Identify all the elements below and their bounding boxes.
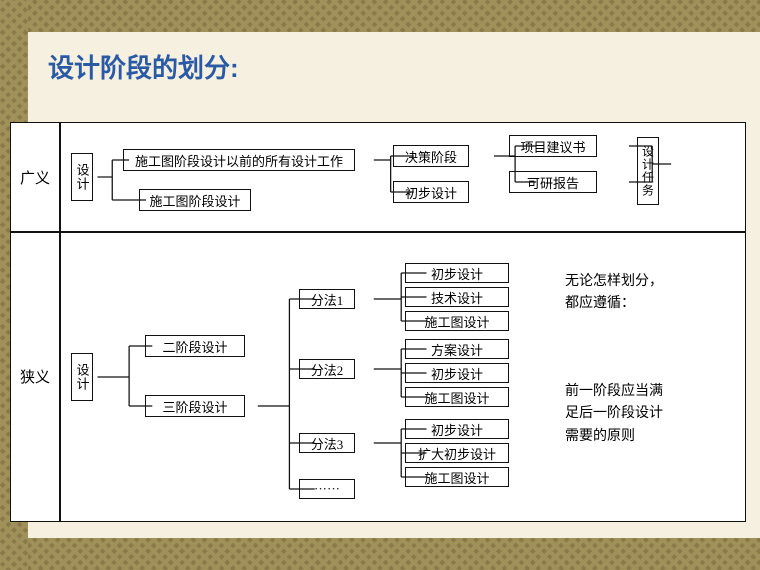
broad-b1: 施工图阶段设计以前的所有设计工作: [123, 149, 355, 171]
narrow-three: 三阶段设计: [145, 395, 245, 417]
note-1: 无论怎样划分，都应遵循：: [565, 271, 665, 316]
broad-out2: 可研报告: [509, 171, 597, 193]
diagram-frame: 广义 狭义 设计 施工图阶段设计以前的所有设计工作 施工图阶段设计 决策阶段 初…: [10, 122, 746, 522]
broad-out1: 项目建议书: [509, 135, 597, 157]
broad-decision: 决策阶段: [393, 145, 469, 167]
slide-content: 设计阶段的划分: 广义 狭义 设计 施工图阶段设计以前的所有设计工作 施工图阶段…: [40, 42, 748, 528]
category-broad: 广义: [11, 123, 59, 231]
m1-3: 施工图设计: [405, 311, 509, 331]
method1: 分法1: [299, 289, 355, 309]
broad-b2: 施工图阶段设计: [139, 189, 251, 211]
diagram: 广义 狭义 设计 施工图阶段设计以前的所有设计工作 施工图阶段设计 决策阶段 初…: [11, 123, 745, 521]
connectors: [11, 123, 745, 521]
root-narrow: 设计: [71, 353, 93, 401]
m3-3: 施工图设计: [405, 467, 509, 487]
method2: 分法2: [299, 359, 355, 379]
method-more: ······: [299, 479, 355, 499]
m2-1: 方案设计: [405, 339, 509, 359]
m1-1: 初步设计: [405, 263, 509, 283]
border-top: [0, 0, 760, 32]
task-box: 设计任务: [637, 137, 659, 205]
m3-2: 扩大初步设计: [405, 443, 509, 463]
slide-title: 设计阶段的划分:: [48, 42, 748, 85]
broad-prelim: 初步设计: [393, 181, 469, 203]
category-narrow: 狭义: [11, 231, 59, 521]
method3: 分法3: [299, 433, 355, 453]
narrow-two: 二阶段设计: [145, 335, 245, 357]
border-bottom: [0, 538, 760, 570]
horizontal-separator: [11, 231, 745, 233]
root-broad: 设计: [71, 153, 93, 201]
m3-1: 初步设计: [405, 419, 509, 439]
m2-2: 初步设计: [405, 363, 509, 383]
m1-2: 技术设计: [405, 287, 509, 307]
category-separator: [59, 123, 61, 521]
note-2: 前一阶段应当满足后一阶段设计需要的原则: [565, 381, 665, 448]
m2-3: 施工图设计: [405, 387, 509, 407]
